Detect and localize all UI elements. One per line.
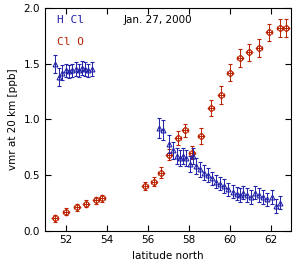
Text: H Cl: H Cl bbox=[57, 15, 84, 25]
Text: Jan. 27, 2000: Jan. 27, 2000 bbox=[124, 15, 192, 25]
X-axis label: latitude north: latitude north bbox=[132, 251, 204, 261]
Y-axis label: vmr at 20 km [ppb]: vmr at 20 km [ppb] bbox=[8, 68, 18, 170]
Text: Cl O: Cl O bbox=[57, 37, 84, 47]
